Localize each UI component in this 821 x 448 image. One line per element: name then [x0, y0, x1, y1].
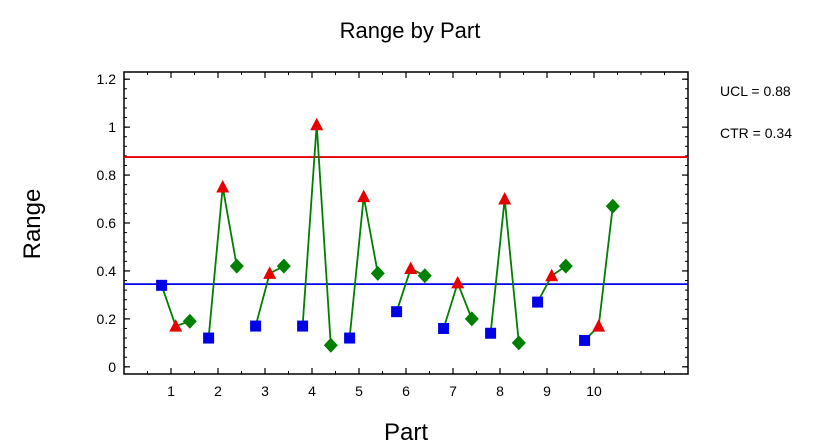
diamond-marker	[511, 335, 526, 351]
x-tick-label: 6	[402, 383, 410, 399]
triangle-marker	[404, 261, 418, 275]
diamond-marker	[558, 258, 573, 274]
part-connector-line	[207, 186, 238, 339]
y-tick-label: 0.4	[97, 263, 117, 279]
square-marker	[438, 322, 450, 334]
x-tick-label: 9	[543, 383, 551, 399]
x-tick-label: 5	[355, 383, 363, 399]
x-tick-label: 10	[586, 383, 602, 399]
triangle-marker	[216, 180, 230, 193]
triangle-marker	[451, 275, 465, 289]
diamond-marker	[276, 258, 291, 274]
y-tick-label: 0.6	[97, 215, 117, 231]
triangle-marker	[310, 117, 324, 131]
diamond-marker	[229, 258, 244, 274]
y-tick-label: 0	[108, 359, 116, 375]
square-marker	[250, 320, 262, 332]
square-marker	[297, 320, 309, 332]
x-tick-label: 8	[496, 383, 504, 399]
y-tick-label: 0.8	[97, 167, 117, 183]
x-tick-label: 1	[167, 383, 175, 399]
ctr-label: CTR = 0.34	[720, 125, 792, 141]
x-tick-label: 7	[449, 383, 457, 399]
x-tick-label: 2	[214, 383, 222, 399]
y-tick-label: 0.2	[97, 311, 117, 327]
square-marker	[344, 332, 356, 344]
square-marker	[579, 334, 591, 346]
y-axis-label: Range	[19, 189, 46, 260]
diamond-marker	[370, 265, 385, 281]
triangle-marker	[545, 268, 559, 282]
part-connector-line	[348, 196, 379, 339]
plot-area: 0 0.2 0.4 0.6 0.8 1 1.2 1 2 3 4 5 6 7 8 9 10	[97, 71, 689, 399]
triangle-marker	[357, 189, 371, 203]
ucl-label: UCL = 0.88	[720, 83, 791, 99]
square-marker	[156, 279, 168, 291]
diamond-marker	[182, 313, 197, 329]
x-tick-label: 3	[261, 383, 269, 399]
triangle-marker	[263, 266, 277, 279]
square-marker	[532, 296, 544, 308]
chart-title: Range by Part	[340, 18, 481, 43]
diamond-marker	[417, 268, 432, 284]
part-connector-line	[489, 198, 520, 343]
diamond-marker	[323, 337, 338, 353]
diamond-marker	[464, 311, 479, 327]
x-axis-label: Part	[384, 419, 428, 446]
square-marker	[485, 327, 497, 339]
triangle-marker	[169, 319, 183, 332]
x-tick-label: 4	[308, 383, 316, 399]
y-tick-label: 1	[108, 119, 116, 135]
square-marker	[203, 332, 215, 344]
triangle-marker	[498, 192, 512, 205]
diamond-marker	[605, 198, 620, 214]
triangle-marker	[592, 319, 606, 332]
square-marker	[391, 306, 403, 318]
y-tick-label: 1.2	[97, 71, 117, 87]
